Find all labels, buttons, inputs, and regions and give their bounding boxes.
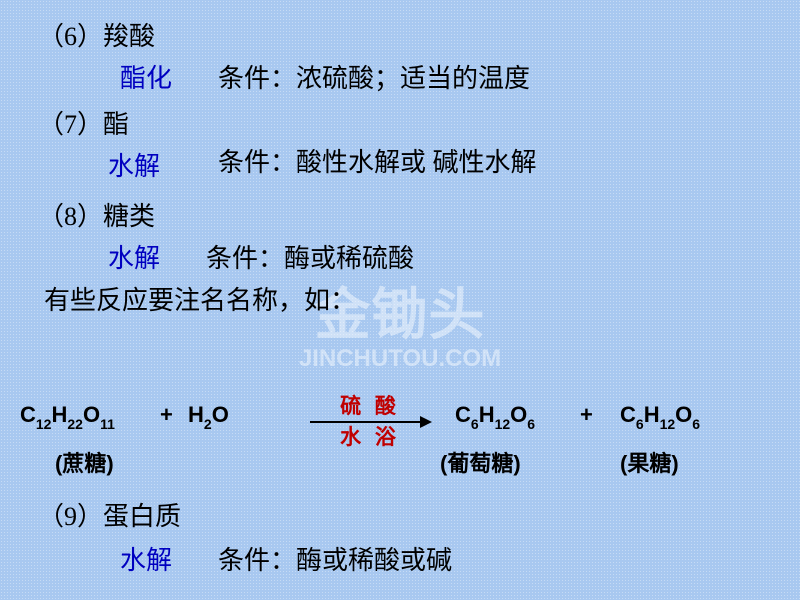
sec6-key: 酯化 xyxy=(120,58,172,95)
sec9-key: 水解 xyxy=(120,540,172,577)
eq-rhs2: C6H12O6 xyxy=(620,402,700,430)
eq-arrow-head xyxy=(420,416,432,428)
eq-plus2: + xyxy=(580,402,593,428)
sec6-title: 羧酸 xyxy=(103,22,155,51)
eq-arrow-line xyxy=(310,421,430,423)
sec7-title: 酯 xyxy=(103,110,129,139)
eq-arrow: 硫 酸 水 浴 xyxy=(305,390,435,440)
eq-name-l: (蔗糖) xyxy=(55,446,114,478)
sec6-cond: 条件：浓硫酸；适当的温度 xyxy=(218,58,530,95)
note-line: 有些反应要注名名称，如： xyxy=(44,280,356,317)
sec7-cond: 条件：酸性水解或 碱性水解 xyxy=(218,142,537,179)
sec8-key: 水解 xyxy=(108,238,160,275)
sec9-heading: （9）蛋白质 xyxy=(38,496,181,533)
eq-lhs1: C12H22O11 xyxy=(20,402,115,430)
eq-name-r2: (果糖) xyxy=(620,446,679,478)
sec6-heading: （6）羧酸 xyxy=(38,16,155,53)
eq-rhs1: C6H12O6 xyxy=(455,402,535,430)
sec8-num: （8） xyxy=(38,202,103,231)
eq-lhs2: H2O xyxy=(188,402,229,430)
eq-arrow-bot: 水 浴 xyxy=(305,421,435,451)
sec7-heading: （7）酯 xyxy=(38,104,129,141)
eq-name-r1: (葡萄糖) xyxy=(440,446,521,478)
sec8-heading: （8）糖类 xyxy=(38,196,155,233)
sec9-cond: 条件：酶或稀酸或碱 xyxy=(218,540,452,577)
sec7-key: 水解 xyxy=(108,146,160,183)
sec8-cond: 条件：酶或稀硫酸 xyxy=(206,238,414,275)
sec9-title: 蛋白质 xyxy=(103,502,181,531)
sec6-num: （6） xyxy=(38,22,103,51)
eq-plus1: + xyxy=(160,402,173,428)
sec9-num: （9） xyxy=(38,502,103,531)
sec7-num: （7） xyxy=(38,110,103,139)
equation: C12H22O11 + H2O 硫 酸 水 浴 C6H12O6 + C6H12O… xyxy=(20,390,780,440)
sec8-title: 糖类 xyxy=(103,202,155,231)
watermark-small: JINCHUTOU.COM xyxy=(0,345,800,373)
eq-arrow-top: 硫 酸 xyxy=(305,390,435,420)
